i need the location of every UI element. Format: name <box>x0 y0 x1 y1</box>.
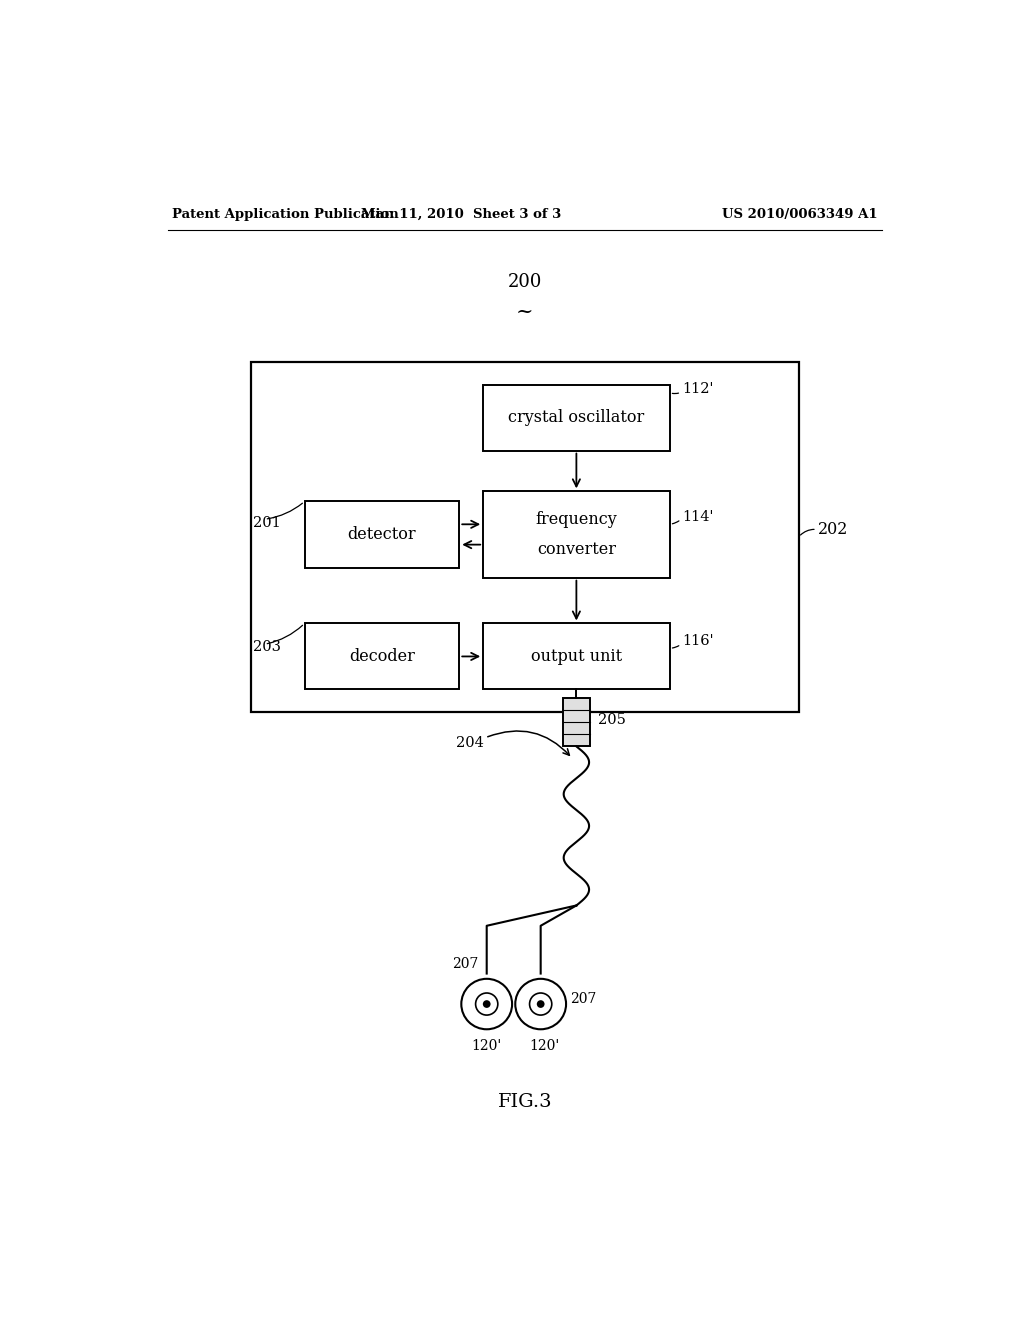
Text: 203: 203 <box>253 640 281 655</box>
Bar <box>251 362 799 713</box>
Text: frequency: frequency <box>536 511 617 528</box>
Text: FIG.3: FIG.3 <box>498 1093 552 1110</box>
Bar <box>304 623 460 689</box>
Text: 200: 200 <box>508 272 542 290</box>
Text: crystal oscillator: crystal oscillator <box>508 409 644 426</box>
Ellipse shape <box>483 1001 490 1008</box>
Text: 112': 112' <box>682 381 714 396</box>
Text: 205: 205 <box>598 713 626 726</box>
Bar <box>483 491 670 578</box>
Text: decoder: decoder <box>349 648 415 665</box>
Bar <box>304 502 460 568</box>
Text: Mar. 11, 2010  Sheet 3 of 3: Mar. 11, 2010 Sheet 3 of 3 <box>361 207 561 220</box>
Text: 207: 207 <box>570 991 596 1006</box>
Text: 201: 201 <box>253 516 281 531</box>
Text: output unit: output unit <box>530 648 622 665</box>
Ellipse shape <box>529 993 552 1015</box>
Text: Patent Application Publication: Patent Application Publication <box>172 207 398 220</box>
Text: 204: 204 <box>456 735 483 750</box>
Text: ~: ~ <box>516 302 534 322</box>
Text: 116': 116' <box>682 634 714 648</box>
Bar <box>483 623 670 689</box>
Text: 207: 207 <box>453 957 479 970</box>
Ellipse shape <box>515 979 566 1030</box>
Text: 120': 120' <box>529 1039 560 1053</box>
Text: 202: 202 <box>818 521 849 537</box>
Text: 114': 114' <box>682 511 714 524</box>
Text: detector: detector <box>347 525 417 543</box>
Text: converter: converter <box>537 541 615 558</box>
Text: 120': 120' <box>472 1039 502 1053</box>
Bar <box>563 697 590 746</box>
Ellipse shape <box>537 1001 545 1008</box>
Ellipse shape <box>475 993 498 1015</box>
Ellipse shape <box>461 979 512 1030</box>
Bar <box>483 384 670 450</box>
Text: US 2010/0063349 A1: US 2010/0063349 A1 <box>722 207 878 220</box>
